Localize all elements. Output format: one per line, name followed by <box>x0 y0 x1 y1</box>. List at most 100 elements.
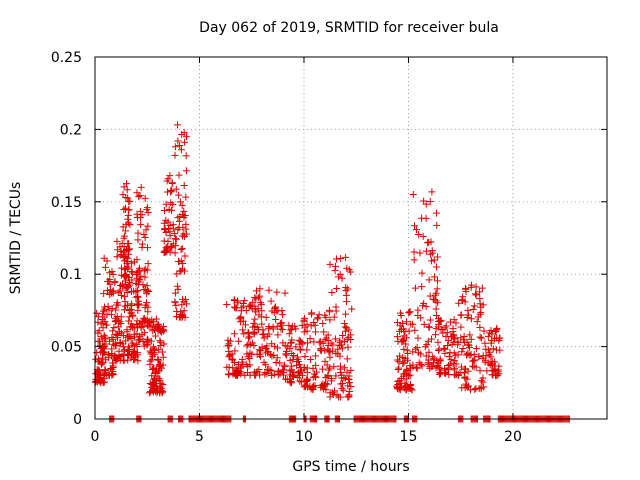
data-point <box>342 291 350 299</box>
data-point <box>424 337 432 345</box>
data-point <box>449 360 457 368</box>
data-point <box>109 270 117 278</box>
data-point <box>108 267 116 275</box>
data-point <box>413 344 421 352</box>
data-point <box>128 267 136 275</box>
data-point <box>439 329 447 337</box>
data-point <box>278 307 286 315</box>
y-tick-label: 0 <box>73 412 82 428</box>
data-point <box>404 350 412 358</box>
data-point <box>311 373 319 381</box>
data-point <box>418 362 426 370</box>
chart-title: Day 062 of 2019, SRMTID for receiver bul… <box>199 20 499 36</box>
data-point <box>175 191 183 199</box>
data-point <box>288 325 296 333</box>
data-point <box>137 183 145 191</box>
data-point <box>463 338 471 346</box>
data-point <box>113 237 121 245</box>
data-point <box>476 323 484 331</box>
y-tick-label: 0.1 <box>60 267 82 283</box>
data-point <box>163 243 171 251</box>
data-point <box>177 257 185 265</box>
data-point <box>429 249 437 257</box>
data-point <box>250 328 258 336</box>
data-point <box>458 348 466 356</box>
data-point <box>436 364 444 372</box>
data-point <box>326 353 334 361</box>
data-point <box>155 326 163 334</box>
data-point <box>100 342 108 350</box>
data-point <box>322 386 330 394</box>
data-point <box>464 306 472 314</box>
data-point <box>437 317 445 325</box>
data-point <box>130 355 138 363</box>
data-point <box>257 300 265 308</box>
data-point <box>434 277 442 285</box>
data-point <box>339 380 347 388</box>
data-point <box>481 358 489 366</box>
data-point <box>288 366 296 374</box>
data-point <box>339 332 347 340</box>
data-point <box>393 333 401 341</box>
data-point <box>292 343 300 351</box>
data-point <box>313 368 321 376</box>
data-point <box>148 356 156 364</box>
data-point <box>312 328 320 336</box>
data-point <box>100 290 108 298</box>
data-point <box>125 240 133 248</box>
data-point <box>436 357 444 365</box>
data-point <box>283 351 291 359</box>
data-point <box>181 138 189 146</box>
data-point <box>255 294 263 302</box>
data-point <box>94 313 102 321</box>
data-point <box>250 341 258 349</box>
data-point <box>152 365 160 373</box>
data-point <box>477 334 485 342</box>
data-point <box>125 198 133 206</box>
data-point <box>146 317 154 325</box>
data-point <box>240 297 248 305</box>
x-tick-label: 20 <box>504 429 522 445</box>
data-point <box>224 370 232 378</box>
data-point <box>414 334 422 342</box>
data-point <box>148 372 156 380</box>
data-point <box>172 235 180 243</box>
data-point <box>326 364 334 372</box>
data-point <box>301 381 309 389</box>
data-point <box>171 235 179 243</box>
data-point <box>176 267 184 275</box>
data-point <box>171 249 179 257</box>
data-point <box>138 319 146 327</box>
data-point <box>447 356 455 364</box>
data-point <box>337 368 345 376</box>
data-point <box>260 334 268 342</box>
data-point <box>124 194 132 202</box>
data-point <box>416 249 424 257</box>
data-point <box>243 342 251 350</box>
data-point <box>167 199 175 207</box>
data-point <box>489 345 497 353</box>
data-point <box>476 310 484 318</box>
data-point <box>120 264 128 272</box>
data-point <box>268 352 276 360</box>
data-point <box>346 379 354 387</box>
data-point <box>411 326 419 334</box>
data-point <box>121 265 129 273</box>
data-point <box>171 151 179 159</box>
data-point <box>331 266 339 274</box>
data-point <box>183 133 191 141</box>
data-point <box>103 287 111 295</box>
data-point <box>237 314 245 322</box>
data-point <box>258 320 266 328</box>
data-point <box>348 305 356 313</box>
data-point <box>450 366 458 374</box>
data-point <box>412 345 420 353</box>
data-point <box>401 328 409 336</box>
data-point <box>168 179 176 187</box>
x-tick-label: 0 <box>91 429 100 445</box>
data-point <box>176 313 184 321</box>
data-point <box>164 218 172 226</box>
data-point <box>426 292 434 300</box>
data-point <box>134 293 142 301</box>
data-point <box>476 367 484 375</box>
